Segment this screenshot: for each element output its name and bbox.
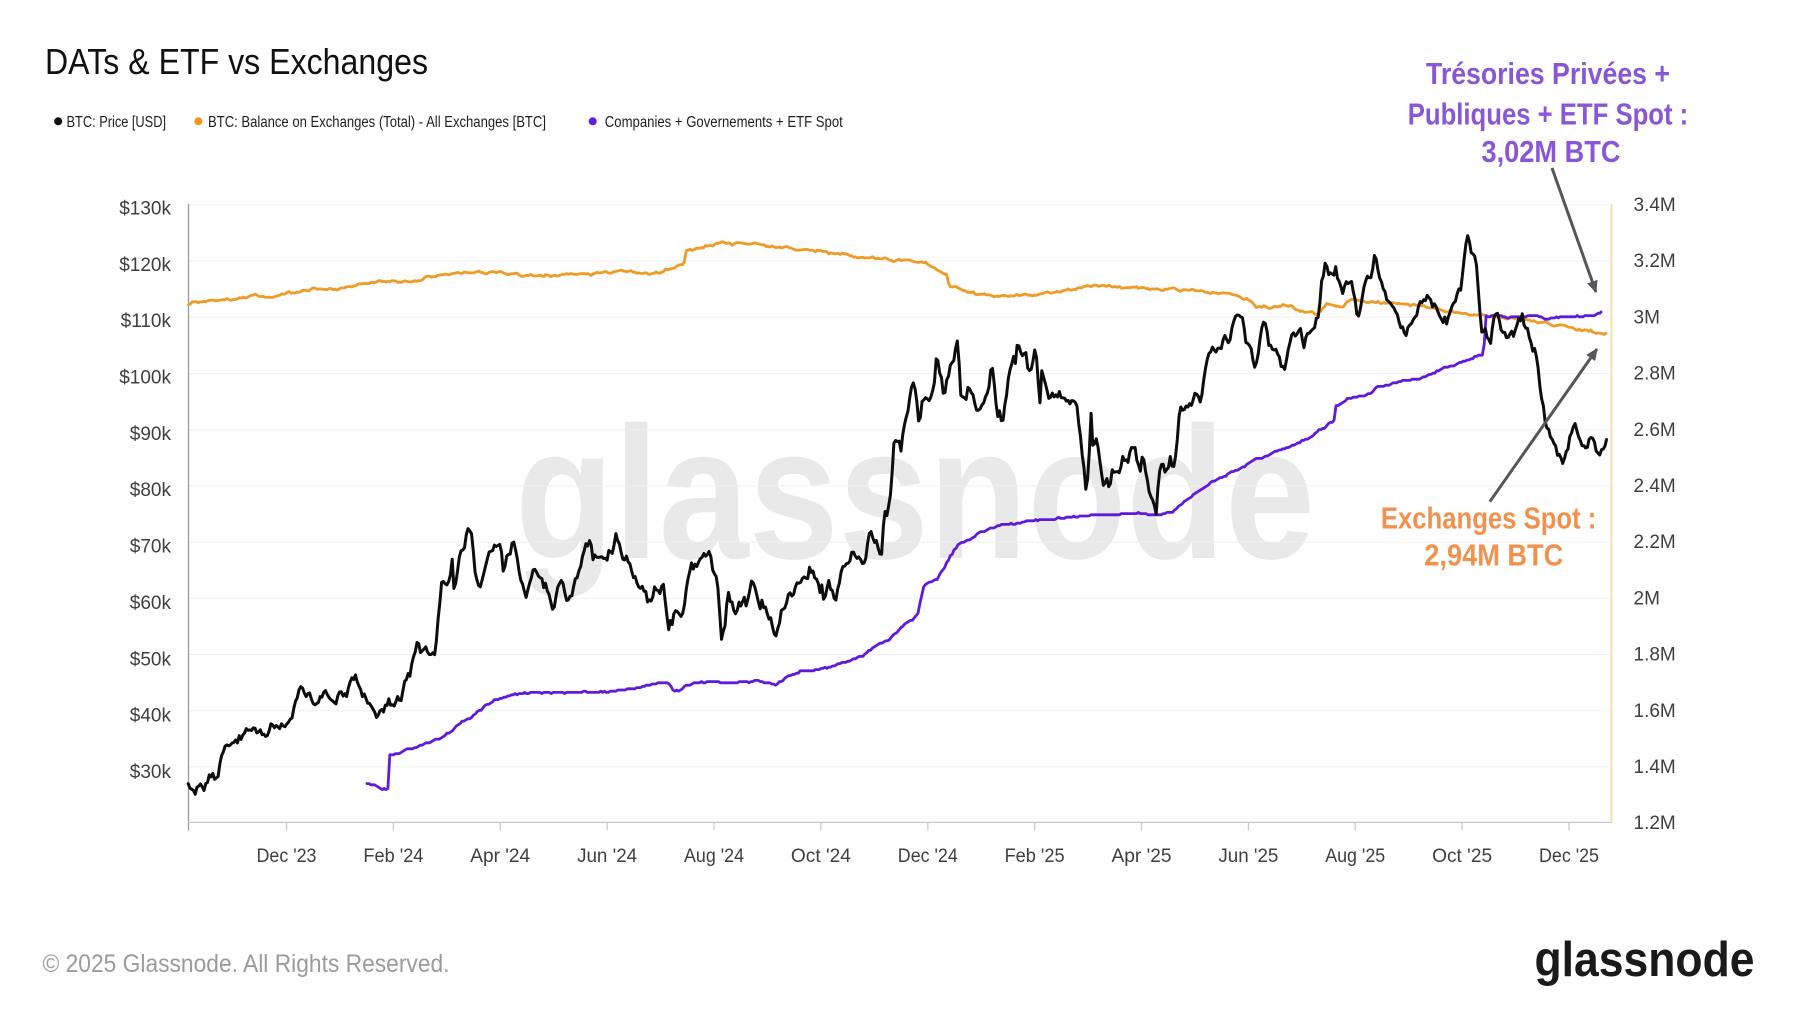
svg-text:1.2M: 1.2M <box>1634 813 1676 834</box>
svg-text:2,94M BTC: 2,94M BTC <box>1424 538 1563 573</box>
svg-text:1.8M: 1.8M <box>1634 645 1676 666</box>
svg-text:3,02M BTC: 3,02M BTC <box>1482 134 1621 169</box>
svg-text:glassnode: glassnode <box>515 388 1315 598</box>
svg-text:Aug '25: Aug '25 <box>1325 845 1385 867</box>
svg-text:$90k: $90k <box>130 424 172 445</box>
svg-text:$40k: $40k <box>130 706 172 727</box>
svg-text:Exchanges Spot :: Exchanges Spot : <box>1381 500 1597 535</box>
svg-text:© 2025 Glassnode. All Rights R: © 2025 Glassnode. All Rights Reserved. <box>43 950 450 978</box>
svg-text:Jun '24: Jun '24 <box>577 845 637 867</box>
svg-text:1.6M: 1.6M <box>1634 701 1676 722</box>
svg-text:$110k: $110k <box>121 311 172 332</box>
svg-text:Oct '25: Oct '25 <box>1432 845 1492 867</box>
svg-text:Dec '24: Dec '24 <box>898 845 958 867</box>
svg-text:Apr '24: Apr '24 <box>470 845 530 867</box>
svg-text:Oct '24: Oct '24 <box>791 845 851 867</box>
svg-text:DATs & ETF vs Exchanges: DATs & ETF vs Exchanges <box>45 41 428 82</box>
svg-text:$60k: $60k <box>130 593 172 614</box>
svg-text:Jun '25: Jun '25 <box>1218 845 1278 867</box>
svg-text:1.4M: 1.4M <box>1634 757 1676 778</box>
svg-text:2M: 2M <box>1634 588 1660 609</box>
svg-text:Dec '23: Dec '23 <box>257 845 317 867</box>
svg-text:Apr '25: Apr '25 <box>1112 845 1172 867</box>
svg-text:Feb '25: Feb '25 <box>1005 845 1065 867</box>
svg-text:3M: 3M <box>1634 307 1660 328</box>
svg-text:Companies + Governements + ETF: Companies + Governements + ETF Spot <box>605 114 844 131</box>
svg-text:Publiques + ETF Spot :: Publiques + ETF Spot : <box>1408 96 1689 131</box>
svg-text:Dec '25: Dec '25 <box>1539 845 1599 867</box>
svg-text:$120k: $120k <box>119 255 171 276</box>
svg-text:2.4M: 2.4M <box>1634 476 1676 497</box>
svg-text:Aug '24: Aug '24 <box>684 845 744 867</box>
svg-text:BTC: Balance on Exchanges (Tot: BTC: Balance on Exchanges (Total) - All … <box>208 114 546 131</box>
svg-text:BTC: Price [USD]: BTC: Price [USD] <box>67 114 167 131</box>
svg-text:$50k: $50k <box>130 649 172 670</box>
svg-text:3.2M: 3.2M <box>1634 251 1676 272</box>
svg-text:$30k: $30k <box>130 762 172 783</box>
svg-text:$80k: $80k <box>130 480 172 501</box>
svg-text:2.6M: 2.6M <box>1634 420 1676 441</box>
svg-text:3.4M: 3.4M <box>1634 195 1676 216</box>
svg-text:$130k: $130k <box>119 199 171 220</box>
svg-text:2.8M: 2.8M <box>1634 364 1676 385</box>
svg-text:2.2M: 2.2M <box>1634 532 1676 553</box>
svg-text:glassnode: glassnode <box>1535 933 1755 987</box>
svg-text:$100k: $100k <box>119 368 171 389</box>
svg-text:$70k: $70k <box>130 537 172 558</box>
svg-text:Trésories Privées +: Trésories Privées + <box>1426 56 1670 91</box>
svg-text:Feb '24: Feb '24 <box>363 845 423 867</box>
